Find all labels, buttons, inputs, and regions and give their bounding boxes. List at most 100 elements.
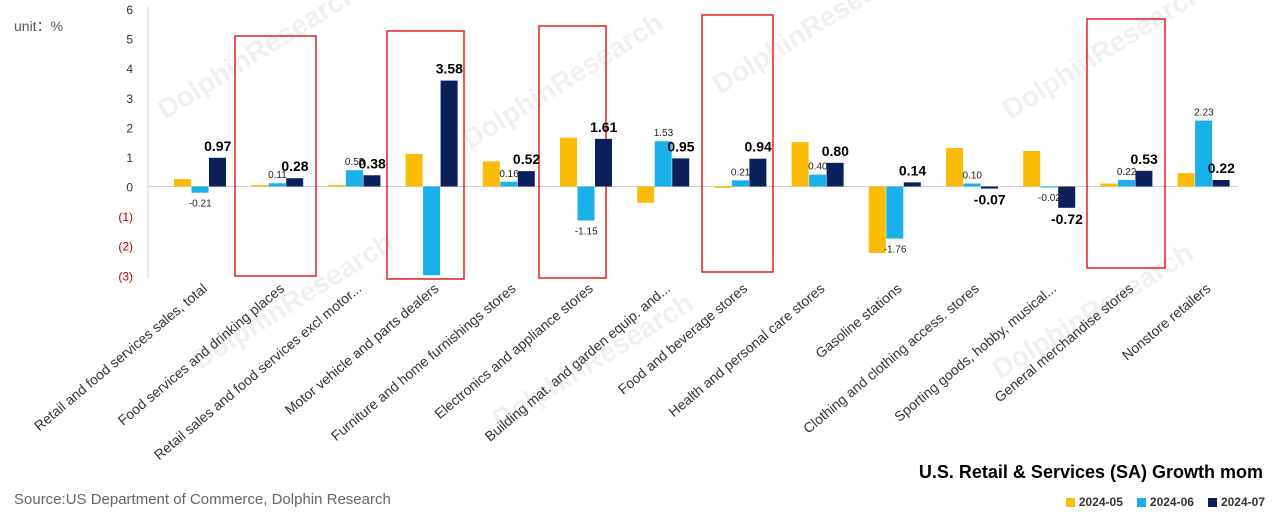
data-label-2024-06: 0.40: [808, 162, 828, 173]
bar-2024-05: [637, 186, 655, 203]
data-label-2024-06: 0.22: [1117, 167, 1137, 178]
bar-2024-05: [946, 148, 963, 187]
y-tick-label: 2: [126, 121, 133, 135]
bar-2024-05: [714, 186, 732, 188]
bar-2024-07: [440, 80, 458, 187]
bar-2024-06: [191, 186, 209, 193]
bar-2024-07: [209, 157, 226, 187]
y-tick-label: 1: [126, 151, 133, 165]
bar-2024-07: [903, 182, 921, 187]
data-label-2024-06: -0.02: [1038, 193, 1061, 204]
bar-2024-05: [251, 185, 269, 187]
legend-label: 2024-06: [1149, 495, 1194, 509]
bar-2024-07: [286, 178, 304, 187]
y-tick-label: (3): [118, 269, 133, 283]
bar-2024-05: [560, 137, 577, 187]
y-tick-label: 5: [126, 33, 133, 47]
bar-2024-06: [268, 183, 286, 187]
y-tick-label: 6: [126, 3, 133, 17]
watermark-text: DolphinResearch: [457, 7, 669, 155]
highlight-box: [234, 35, 317, 277]
data-label-2024-07: -0.07: [974, 192, 1006, 208]
bar-2024-06: [500, 181, 518, 187]
data-label-2024-06: 0.16: [499, 169, 519, 180]
y-tick-label: 0: [126, 181, 133, 195]
data-label-2024-06: 1.53: [654, 128, 674, 139]
bar-2024-07: [981, 186, 998, 189]
data-label-2024-07: 0.38: [359, 155, 386, 171]
data-label-2024-07: 0.52: [513, 151, 540, 167]
data-label-2024-07: 0.94: [745, 139, 772, 155]
highlight-box: [386, 30, 465, 280]
y-tick-label: 4: [126, 62, 133, 76]
data-label-2024-06: 0.10: [963, 171, 983, 182]
data-label-2024-07: 0.53: [1131, 151, 1158, 167]
y-tick-label: (2): [118, 240, 133, 254]
data-label-2024-07: -0.72: [1051, 211, 1083, 227]
bar-2024-07: [1135, 170, 1153, 187]
bar-2024-07: [749, 158, 767, 187]
legend-swatch: [1136, 497, 1146, 507]
bar-2024-06: [886, 186, 904, 239]
data-label-2024-07: 0.22: [1208, 160, 1235, 176]
bar-2024-05: [174, 179, 191, 187]
bar-2024-06: [654, 141, 672, 187]
category-label: Food services and drinking places: [115, 280, 287, 428]
watermark-text: DolphinResearch: [152, 0, 364, 125]
y-tick-label: (1): [118, 210, 133, 224]
highlight-box: [701, 14, 774, 273]
data-label-2024-06: 0.11: [268, 170, 287, 181]
bar-2024-07: [363, 175, 381, 187]
legend-swatch: [1207, 497, 1217, 507]
bar-2024-05: [868, 186, 886, 254]
bar-2024-05: [1177, 173, 1195, 187]
data-label-2024-07: 0.14: [899, 162, 926, 178]
bar-2024-05: [1100, 183, 1118, 187]
bar-2024-06: [345, 170, 363, 187]
data-label-2024-06: -0.21: [189, 199, 212, 210]
legend-item-2024-07: 2024-07: [1207, 495, 1265, 509]
data-label-2024-06: -1.15: [575, 227, 598, 238]
bar-2024-05: [328, 185, 346, 187]
bar-2024-05: [791, 142, 809, 187]
legend-swatch: [1065, 497, 1075, 507]
bar-2024-07: [517, 171, 535, 187]
bar-2024-07: [1058, 186, 1076, 208]
chart-title: U.S. Retail & Services (SA) Growth mom: [918, 462, 1263, 482]
data-label-2024-06: 0.55: [345, 157, 365, 168]
bar-2024-07: [595, 138, 612, 187]
data-label-2024-07: 0.80: [822, 143, 849, 159]
bar-2024-07: [672, 158, 690, 187]
y-tick-label: 3: [126, 92, 133, 106]
legend-label: 2024-07: [1220, 495, 1265, 509]
highlight-box: [1086, 18, 1166, 269]
bar-2024-05: [482, 161, 500, 187]
data-label-2024-06: 0.21: [731, 167, 751, 178]
data-label-2024-07: 3.58: [436, 61, 463, 77]
bar-2024-06: [577, 186, 595, 221]
bar-2024-05: [1023, 151, 1041, 187]
bar-2024-06: [1195, 120, 1213, 187]
bar-2024-05: [405, 153, 423, 187]
bar-2024-06: [809, 174, 827, 187]
data-label-2024-07: 0.28: [281, 158, 308, 174]
unit-label: unit：%: [14, 18, 64, 34]
data-label-2024-06: -1.76: [884, 245, 907, 256]
legend-item-2024-06: 2024-06: [1136, 495, 1194, 509]
bar-2024-06: [1040, 186, 1058, 188]
source-note: Source:US Department of Commerce, Dolphi…: [14, 491, 391, 508]
data-label-2024-06: 2.23: [1194, 108, 1214, 119]
bar-2024-06: [731, 180, 749, 187]
bar-2024-07: [826, 162, 844, 187]
bar-2024-06: [1117, 179, 1135, 187]
legend-label: 2024-05: [1078, 495, 1123, 509]
data-label-2024-07: 0.95: [667, 138, 694, 154]
legend-item-2024-05: 2024-05: [1065, 495, 1123, 509]
bar-2024-07: [1212, 179, 1230, 187]
legend: 2024-05 2024-06 2024-07: [1065, 495, 1265, 509]
data-label-2024-07: 0.97: [204, 138, 231, 154]
data-label-2024-07: 1.61: [590, 119, 617, 135]
bar-2024-06: [423, 186, 441, 276]
